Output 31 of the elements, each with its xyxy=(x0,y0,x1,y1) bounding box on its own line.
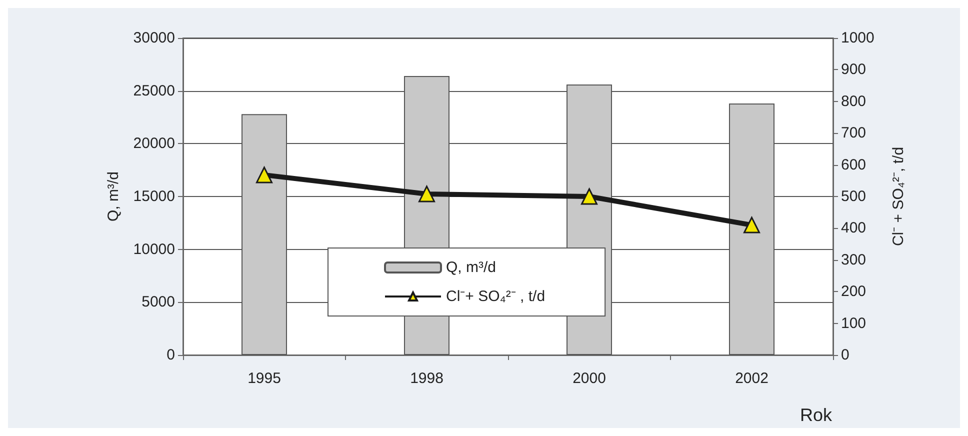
point xyxy=(581,188,598,205)
point xyxy=(418,186,435,202)
x-tick-label: 2002 xyxy=(735,370,768,387)
y2-axis-title: Cl⁻ + SO₄²⁻, t/d xyxy=(890,146,907,246)
y-tick-label: 10000 xyxy=(133,240,175,258)
y-tick-label: 15000 xyxy=(133,188,175,205)
y2-tick-label: 100 xyxy=(841,314,866,332)
y2-tick-label: 700 xyxy=(841,124,866,142)
x-tick-label: 1998 xyxy=(410,370,444,387)
y-tick-label: 25000 xyxy=(133,82,175,100)
x-tick-label: 1995 xyxy=(248,370,281,387)
y-tick-label: 30000 xyxy=(133,30,175,46)
y2-tick-label: 1000 xyxy=(841,30,874,46)
y2-tick-label: 600 xyxy=(841,156,866,174)
y2-tick-label: 800 xyxy=(841,92,866,110)
point xyxy=(744,216,760,234)
y2-tick-label: 300 xyxy=(841,251,866,268)
y2-tick-label: 900 xyxy=(841,61,866,78)
y2-tick-label: 500 xyxy=(841,188,866,205)
y2-tick-label: 400 xyxy=(841,220,866,237)
x-tick-label: 2000 xyxy=(572,370,606,387)
y2-tick-label: 0 xyxy=(841,346,850,364)
y-tick-label: 0 xyxy=(166,346,175,364)
point xyxy=(256,166,272,184)
y-tick-label: 20000 xyxy=(133,135,175,152)
y-axis-title: Q, m³/d xyxy=(105,171,122,222)
legend-label: Cl⁻+ SO₄²⁻ , t/d xyxy=(446,288,546,305)
legend-label: Q, m³/d xyxy=(446,259,496,276)
y-tick-label: 5000 xyxy=(142,294,175,311)
y2-tick-label: 200 xyxy=(841,283,866,300)
x-axis-title: Rok xyxy=(800,405,833,425)
